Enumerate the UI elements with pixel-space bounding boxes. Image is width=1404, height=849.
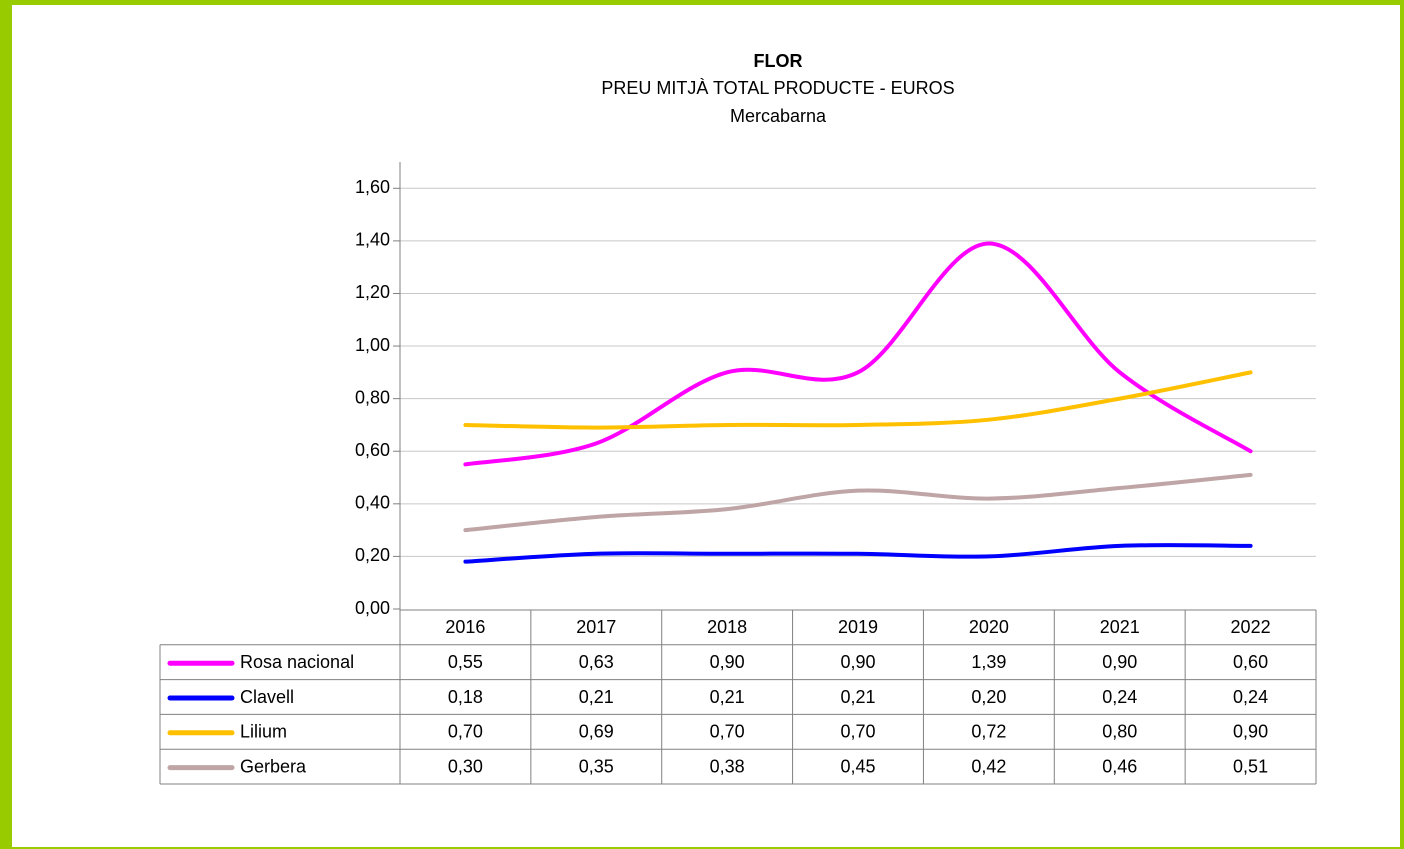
y-tick-label: 0,00 [355,598,390,618]
table-value: 0,42 [971,756,1006,776]
table-value: 0,35 [579,756,614,776]
frame-left [0,0,12,849]
table-value: 0,21 [579,687,614,707]
y-tick-label: 1,20 [355,282,390,302]
legend-label: Lilium [240,722,287,742]
legend-label: Rosa nacional [240,652,354,672]
series-line [463,370,1253,430]
legend-label: Gerbera [240,756,307,776]
chart-subtitle: PREU MITJÀ TOTAL PRODUCTE - EUROS [601,78,954,98]
table-value: 0,70 [448,722,483,742]
legend-label: Clavell [240,687,294,707]
table-value: 0,38 [710,756,745,776]
table-value: 0,51 [1233,756,1268,776]
y-tick-label: 0,60 [355,440,390,460]
x-tick-label: 2018 [707,617,747,637]
x-tick-label: 2017 [576,617,616,637]
table-value: 0,24 [1102,687,1137,707]
x-tick-label: 2019 [838,617,878,637]
table-value: 0,63 [579,652,614,672]
frame-top [0,0,1404,5]
x-tick-label: 2021 [1100,617,1140,637]
table-value: 0,21 [710,687,745,707]
table-value: 0,70 [710,722,745,742]
series-line [463,543,1253,564]
table-value: 0,24 [1233,687,1268,707]
table-value: 0,90 [1102,652,1137,672]
series-line [463,241,1253,467]
table-value: 0,90 [840,652,875,672]
x-tick-label: 2022 [1231,617,1271,637]
table-value: 0,18 [448,687,483,707]
y-tick-label: 0,40 [355,493,390,513]
table-value: 0,70 [840,722,875,742]
series-line [463,472,1253,533]
table-value: 0,69 [579,722,614,742]
x-tick-label: 2020 [969,617,1009,637]
table-value: 0,80 [1102,722,1137,742]
table-value: 0,72 [971,722,1006,742]
table-value: 1,39 [971,652,1006,672]
y-tick-label: 1,00 [355,335,390,355]
frame-bottom [0,847,1404,849]
table-value: 0,46 [1102,756,1137,776]
y-tick-label: 1,60 [355,177,390,197]
table-value: 0,20 [971,687,1006,707]
table-value: 0,45 [840,756,875,776]
table-value: 0,55 [448,652,483,672]
frame-right [1400,0,1404,849]
table-value: 0,30 [448,756,483,776]
table-value: 0,90 [1233,722,1268,742]
table-value: 0,90 [710,652,745,672]
chart-title: FLOR [754,51,803,71]
y-tick-label: 0,20 [355,545,390,565]
chart-subtitle: Mercabarna [730,106,827,126]
table-value: 0,21 [840,687,875,707]
y-tick-label: 1,40 [355,230,390,250]
y-tick-label: 0,80 [355,387,390,407]
x-tick-label: 2016 [445,617,485,637]
table-value: 0,60 [1233,652,1268,672]
